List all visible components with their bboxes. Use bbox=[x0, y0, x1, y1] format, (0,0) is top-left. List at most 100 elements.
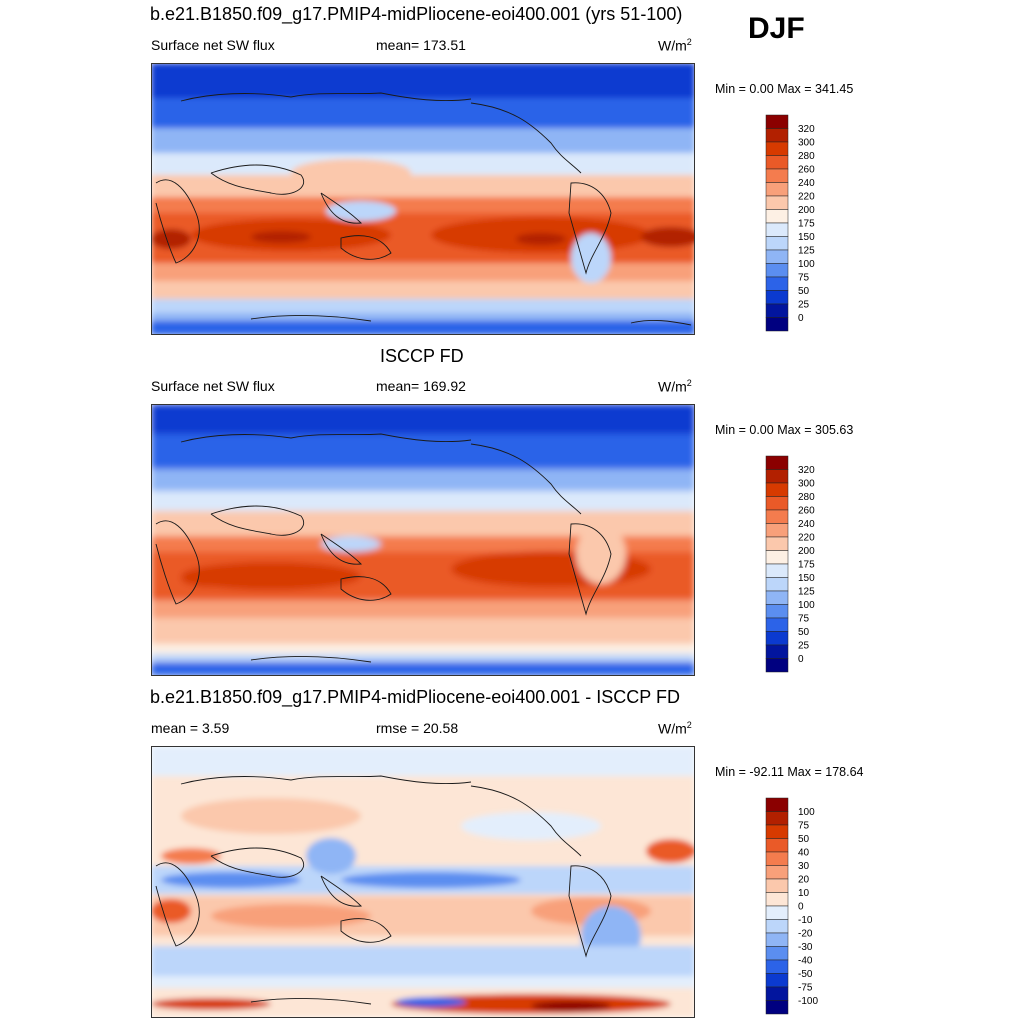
colorbar-swatch bbox=[765, 932, 789, 947]
colorbar-label: 320 bbox=[798, 465, 815, 476]
colorbar-swatch bbox=[765, 617, 789, 632]
season-label: DJF bbox=[748, 12, 805, 45]
colorbar-swatch bbox=[765, 128, 789, 143]
colorbar-label: 300 bbox=[798, 479, 815, 490]
units-exp: 2 bbox=[686, 378, 692, 388]
panel-1-map bbox=[151, 63, 695, 335]
colorbar-swatch bbox=[765, 851, 789, 866]
colorbar-swatch bbox=[765, 973, 789, 988]
panel-1-units: W/m2 bbox=[658, 37, 692, 54]
panel-3-units: W/m2 bbox=[658, 720, 692, 737]
colorbar-labels: 320 300 280 260 240 220 200 175 150 125 100 75 50 25 0 bbox=[798, 465, 815, 665]
colorbar-swatch bbox=[765, 249, 789, 264]
colorbar-swatch bbox=[765, 195, 789, 210]
colorbar-label: 0 bbox=[798, 902, 804, 913]
colorbar-swatch bbox=[765, 523, 789, 538]
colorbar-swatch bbox=[765, 986, 789, 1001]
colorbar-label: 220 bbox=[798, 533, 815, 544]
colorbar-label: 280 bbox=[798, 492, 815, 503]
colorbar-swatch bbox=[765, 114, 789, 129]
colorbar-label: 125 bbox=[798, 246, 815, 257]
colorbar-label: 200 bbox=[798, 546, 815, 557]
coastlines bbox=[155, 433, 612, 663]
panel-3-title: b.e21.B1850.f09_g17.PMIP4-midPliocene-eo… bbox=[150, 687, 680, 707]
colorbar-swatch bbox=[765, 482, 789, 497]
colorbar-label: 100 bbox=[798, 807, 815, 818]
colorbar-label: -20 bbox=[798, 929, 813, 940]
units-base: W/m bbox=[658, 37, 687, 54]
colorbar-swatch bbox=[765, 469, 789, 484]
colorbar-label: 220 bbox=[798, 192, 815, 203]
panel-1-left-label: Surface net SW flux bbox=[151, 37, 275, 53]
colorbar-label: 150 bbox=[798, 573, 815, 584]
panel-3-center-label: rmse = 20.58 bbox=[376, 720, 459, 736]
colorbar-swatch bbox=[765, 644, 789, 659]
colorbar-swatches bbox=[765, 797, 789, 1015]
panel-3-minmax: Min = -92.11 Max = 178.64 bbox=[715, 765, 864, 779]
colorbar-swatch bbox=[765, 892, 789, 907]
coastlines bbox=[155, 92, 692, 326]
panel-3-left-label: mean = 3.59 bbox=[151, 720, 230, 736]
units-base: W/m bbox=[658, 378, 687, 395]
panel-2-units: W/m2 bbox=[658, 378, 692, 395]
colorbar-swatch bbox=[765, 590, 789, 605]
colorbar-swatch bbox=[765, 824, 789, 839]
colorbar-label: -100 bbox=[798, 996, 818, 1007]
colorbar-swatches bbox=[765, 455, 789, 673]
colorbar-swatch bbox=[765, 797, 789, 812]
panel-1-title: b.e21.B1850.f09_g17.PMIP4-midPliocene-eo… bbox=[150, 4, 683, 24]
colorbar-label: 75 bbox=[798, 614, 810, 625]
colorbar-swatch bbox=[765, 168, 789, 183]
panel-2-colorbar: 320 300 280 260 240 220 200 175 150 125 100 75 50 25 0 bbox=[765, 455, 815, 673]
panel-2-center-label: mean= 169.92 bbox=[376, 378, 466, 394]
colorbar-label: 0 bbox=[798, 654, 804, 665]
colorbar-swatch bbox=[765, 1000, 789, 1015]
colorbar-swatch bbox=[765, 905, 789, 920]
panel-1-minmax: Min = 0.00 Max = 341.45 bbox=[715, 82, 854, 96]
colorbar-label: 10 bbox=[798, 888, 810, 899]
colorbar-swatch bbox=[765, 141, 789, 156]
colorbar-label: 40 bbox=[798, 848, 810, 859]
panel-3-map bbox=[151, 746, 695, 1018]
colorbar-label: 100 bbox=[798, 259, 815, 270]
colorbar-swatch bbox=[765, 838, 789, 853]
colorbar-swatch bbox=[765, 631, 789, 646]
colorbar-label: 25 bbox=[798, 641, 810, 652]
colorbar-swatch bbox=[765, 865, 789, 880]
colorbar-swatch bbox=[765, 155, 789, 170]
colorbar-label: -75 bbox=[798, 983, 813, 994]
units-base: W/m bbox=[658, 720, 687, 737]
panel-2-minmax: Min = 0.00 Max = 305.63 bbox=[715, 423, 854, 437]
colorbar-label: 50 bbox=[798, 834, 810, 845]
colorbar-swatch bbox=[765, 317, 789, 332]
colorbar-label: 75 bbox=[798, 273, 810, 284]
colorbar-label: 300 bbox=[798, 138, 815, 149]
colorbar-swatch bbox=[765, 536, 789, 551]
colorbar-swatch bbox=[765, 563, 789, 578]
colorbar-swatch bbox=[765, 658, 789, 673]
colorbar-swatch bbox=[765, 604, 789, 619]
colorbar-swatch bbox=[765, 811, 789, 826]
colorbar-label: 75 bbox=[798, 821, 810, 832]
colorbar-swatches bbox=[765, 114, 789, 332]
colorbar-swatch bbox=[765, 263, 789, 278]
colorbar-swatch bbox=[765, 919, 789, 934]
colorbar-swatch bbox=[765, 496, 789, 511]
colorbar-swatch bbox=[765, 222, 789, 237]
colorbar-label: 150 bbox=[798, 232, 815, 243]
colorbar-swatch bbox=[765, 236, 789, 251]
colorbar-swatch bbox=[765, 509, 789, 524]
colorbar-label: 0 bbox=[798, 313, 804, 324]
colorbar-label: 175 bbox=[798, 219, 815, 230]
colorbar-label: -40 bbox=[798, 956, 813, 967]
colorbar-label: 25 bbox=[798, 300, 810, 311]
colorbar-label: 280 bbox=[798, 151, 815, 162]
colorbar-labels: 320 300 280 260 240 220 200 175 150 125 100 75 50 25 0 bbox=[798, 124, 815, 324]
colorbar-swatch bbox=[765, 290, 789, 305]
panel-1-colorbar: 320 300 280 260 240 220 200 175 150 125 100 75 50 25 0 bbox=[765, 114, 815, 332]
panel-2-title: ISCCP FD bbox=[380, 346, 464, 366]
colorbar-swatch bbox=[765, 946, 789, 961]
panel-2-left-label: Surface net SW flux bbox=[151, 378, 275, 394]
